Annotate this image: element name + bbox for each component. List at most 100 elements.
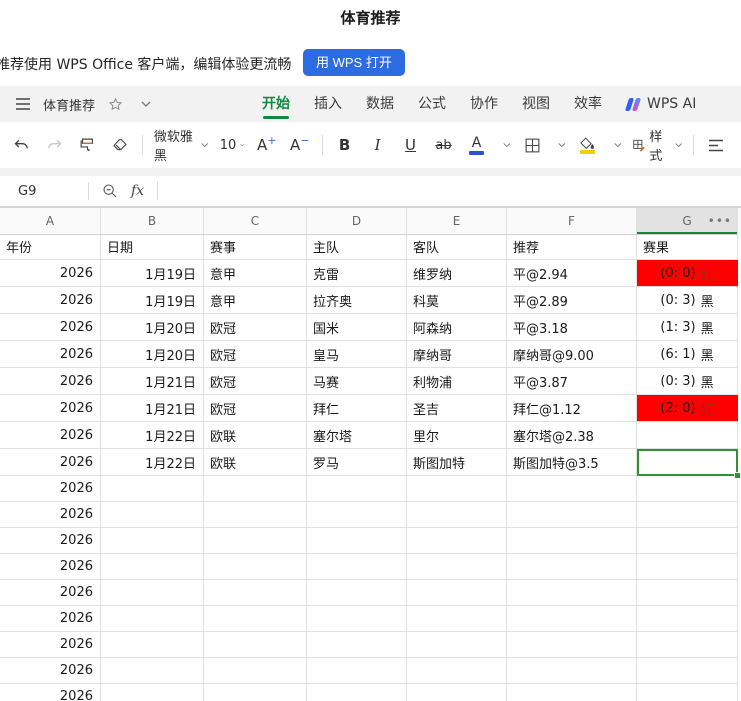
fill-color-button[interactable] xyxy=(577,131,599,159)
field-label-cell[interactable]: 推荐 xyxy=(507,234,637,260)
cell-empty[interactable] xyxy=(307,684,407,701)
cell-empty[interactable] xyxy=(307,476,407,502)
font-name-select[interactable]: 微软雅黑 xyxy=(154,130,209,164)
cell-away[interactable]: 阿森纳 xyxy=(407,314,507,341)
cell-empty[interactable] xyxy=(407,580,507,606)
cell-date[interactable]: 1月21日 xyxy=(101,395,204,422)
column-more-button[interactable]: ••• xyxy=(707,214,732,228)
cell-year[interactable]: 2026 xyxy=(0,260,101,287)
cell-empty[interactable] xyxy=(637,502,738,528)
cell-home[interactable]: 国米 xyxy=(307,314,407,341)
cell-date[interactable]: 1月19日 xyxy=(101,260,204,287)
cell-empty[interactable] xyxy=(407,528,507,554)
cell-league[interactable]: 欧联 xyxy=(204,449,307,476)
cell-year[interactable]: 2026 xyxy=(0,314,101,341)
cell-empty[interactable] xyxy=(637,528,738,554)
fill-handle[interactable] xyxy=(734,472,741,479)
cell-away[interactable]: 科莫 xyxy=(407,287,507,314)
cell-away[interactable]: 斯图加特 xyxy=(407,449,507,476)
cell-tip[interactable]: 斯图加特@3.5 xyxy=(507,449,637,476)
star-favorite-icon[interactable] xyxy=(104,90,126,118)
cell-empty[interactable] xyxy=(307,502,407,528)
borders-button[interactable] xyxy=(521,131,543,159)
cell-empty[interactable] xyxy=(507,606,637,632)
tab-view[interactable]: 视图 xyxy=(522,96,550,112)
cell-empty[interactable]: 2026 xyxy=(0,606,101,632)
column-header-E[interactable]: E xyxy=(407,208,507,235)
cell-year[interactable]: 2026 xyxy=(0,449,101,476)
cell-away[interactable]: 摩纳哥 xyxy=(407,341,507,368)
cell-away[interactable]: 圣吉 xyxy=(407,395,507,422)
cell-empty[interactable] xyxy=(407,632,507,658)
insert-function-icon[interactable]: fx xyxy=(131,183,145,199)
tab-wps-ai[interactable]: WPS AI xyxy=(624,96,696,112)
cell-result[interactable]: (0: 3) 黑 xyxy=(637,287,738,314)
cell-empty[interactable]: 2026 xyxy=(0,632,101,658)
cell-league[interactable]: 欧冠 xyxy=(204,314,307,341)
cell-empty[interactable] xyxy=(637,632,738,658)
column-header-A[interactable]: A xyxy=(0,208,101,235)
undo-icon[interactable] xyxy=(10,131,32,159)
cell-empty[interactable] xyxy=(204,658,307,684)
cell-empty[interactable] xyxy=(507,658,637,684)
cell-league[interactable]: 意甲 xyxy=(204,287,307,314)
hamburger-menu-icon[interactable] xyxy=(12,90,34,118)
tab-efficiency[interactable]: 效率 xyxy=(574,96,602,112)
cell-home[interactable]: 罗马 xyxy=(307,449,407,476)
cell-home[interactable]: 克雷 xyxy=(307,260,407,287)
tab-data[interactable]: 数据 xyxy=(366,96,394,112)
cell-empty[interactable]: 2026 xyxy=(0,580,101,606)
tab-formulas[interactable]: 公式 xyxy=(418,96,446,112)
cell-empty[interactable] xyxy=(407,684,507,701)
cell-date[interactable]: 1月20日 xyxy=(101,341,204,368)
font-color-button[interactable]: A xyxy=(466,131,488,159)
cell-date[interactable]: 1月21日 xyxy=(101,368,204,395)
cell-year[interactable]: 2026 xyxy=(0,368,101,395)
format-painter-icon[interactable] xyxy=(76,131,98,159)
zoom-out-magnifier-icon[interactable] xyxy=(102,183,118,199)
strikethrough-button[interactable]: ab xyxy=(435,137,452,153)
cell-empty[interactable] xyxy=(307,554,407,580)
cell-date[interactable]: 1月22日 xyxy=(101,422,204,449)
cell-empty[interactable] xyxy=(307,606,407,632)
cell-empty[interactable] xyxy=(637,606,738,632)
cell-empty[interactable] xyxy=(101,554,204,580)
cell-home[interactable]: 皇马 xyxy=(307,341,407,368)
cell-empty[interactable] xyxy=(101,658,204,684)
cell-tip[interactable]: 平@3.18 xyxy=(507,314,637,341)
cell-empty[interactable] xyxy=(407,476,507,502)
cell-result[interactable]: (2: 0) 红 xyxy=(637,395,738,422)
column-header-G[interactable]: G ••• xyxy=(637,208,738,235)
cell-tip[interactable]: 塞尔塔@2.38 xyxy=(507,422,637,449)
cell-empty[interactable] xyxy=(204,684,307,701)
cell-empty[interactable] xyxy=(204,580,307,606)
cell-date[interactable]: 1月19日 xyxy=(101,287,204,314)
chevron-down-icon[interactable] xyxy=(502,142,511,148)
cell-empty[interactable] xyxy=(101,528,204,554)
open-in-wps-button[interactable]: 用 WPS 打开 xyxy=(303,49,405,76)
cell-empty[interactable] xyxy=(307,528,407,554)
cell-home[interactable]: 拉齐奥 xyxy=(307,287,407,314)
field-label-cell[interactable]: 年份 xyxy=(0,234,101,260)
align-left-button[interactable] xyxy=(705,131,727,159)
cell-year[interactable]: 2026 xyxy=(0,287,101,314)
cell-empty[interactable] xyxy=(204,528,307,554)
cell-home[interactable]: 马赛 xyxy=(307,368,407,395)
cell-empty[interactable] xyxy=(507,632,637,658)
cell-away[interactable]: 里尔 xyxy=(407,422,507,449)
cell-empty[interactable] xyxy=(204,632,307,658)
cell-empty[interactable] xyxy=(507,502,637,528)
cell-empty[interactable]: 2026 xyxy=(0,528,101,554)
cell-result[interactable] xyxy=(637,449,738,476)
cell-empty[interactable] xyxy=(507,554,637,580)
cell-league[interactable]: 欧冠 xyxy=(204,341,307,368)
cell-result[interactable]: (0: 3) 黑 xyxy=(637,368,738,395)
cell-result[interactable]: (6: 1) 黑 xyxy=(637,341,738,368)
cell-date[interactable]: 1月20日 xyxy=(101,314,204,341)
cell-empty[interactable]: 2026 xyxy=(0,684,101,701)
cell-empty[interactable] xyxy=(407,554,507,580)
cell-empty[interactable]: 2026 xyxy=(0,658,101,684)
cell-empty[interactable] xyxy=(637,658,738,684)
underline-button[interactable]: U xyxy=(405,136,417,154)
field-label-cell[interactable]: 日期 xyxy=(101,234,204,260)
